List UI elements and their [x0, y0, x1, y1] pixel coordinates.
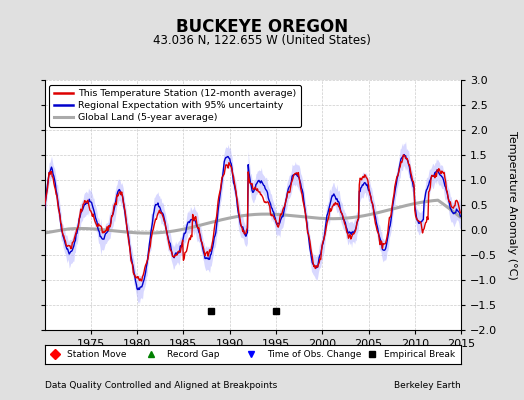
Text: Data Quality Controlled and Aligned at Breakpoints: Data Quality Controlled and Aligned at B… [45, 381, 277, 390]
Text: Empirical Break: Empirical Break [384, 350, 455, 359]
Y-axis label: Temperature Anomaly (°C): Temperature Anomaly (°C) [507, 131, 517, 279]
Text: BUCKEYE OREGON: BUCKEYE OREGON [176, 18, 348, 36]
Text: Record Gap: Record Gap [168, 350, 220, 359]
Text: 43.036 N, 122.655 W (United States): 43.036 N, 122.655 W (United States) [153, 34, 371, 47]
Text: Station Move: Station Move [68, 350, 127, 359]
Text: Berkeley Earth: Berkeley Earth [395, 381, 461, 390]
Text: Time of Obs. Change: Time of Obs. Change [267, 350, 362, 359]
Legend: This Temperature Station (12-month average), Regional Expectation with 95% uncer: This Temperature Station (12-month avera… [49, 85, 301, 127]
